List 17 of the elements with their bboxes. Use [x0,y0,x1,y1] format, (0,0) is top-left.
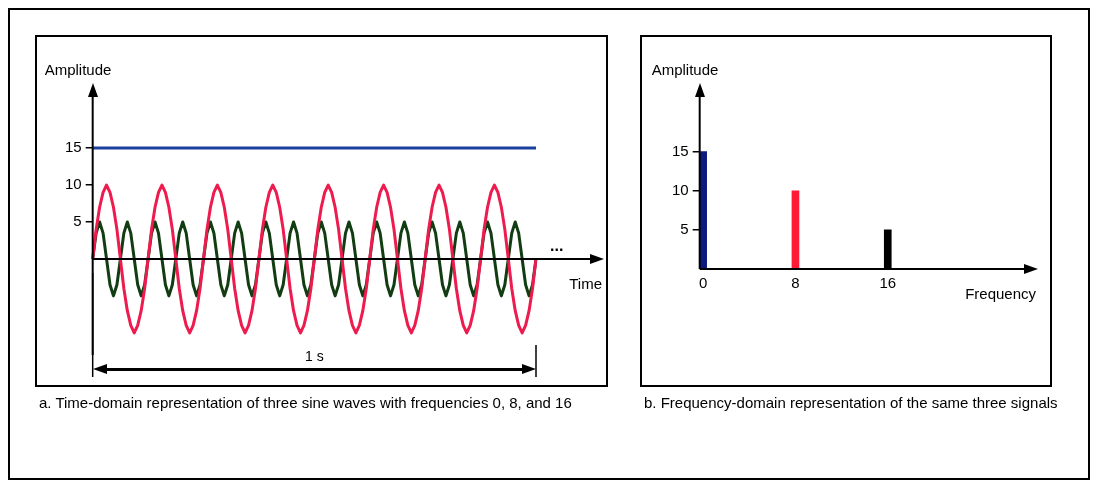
y-tick-label: 15 [65,138,82,156]
text: b. Frequency-domain representation of the same three signals [644,393,1058,413]
x-axis-title: Frequency [965,285,1037,302]
y-tick-label: 10 [65,175,82,193]
annotation: 1 s [305,348,324,364]
x-tick-label: 0 [698,274,708,292]
y-axis-title: Amplitude [44,61,112,78]
y-tick-label: 10 [672,180,689,198]
x-tick-label: 8 [791,274,800,292]
y-tick-label: 5 [73,212,82,230]
y-tick-label: 15 [672,141,689,159]
y-tick-label: 5 [680,220,689,238]
text: a. Time-domain representation of three sine waves with frequencies 0, 8, and 16 [39,393,573,413]
x-tick-label: 16 [879,274,897,292]
text: ... [550,236,564,254]
x-axis-title: Time [569,274,602,292]
y-axis-title: Amplitude [651,61,719,78]
